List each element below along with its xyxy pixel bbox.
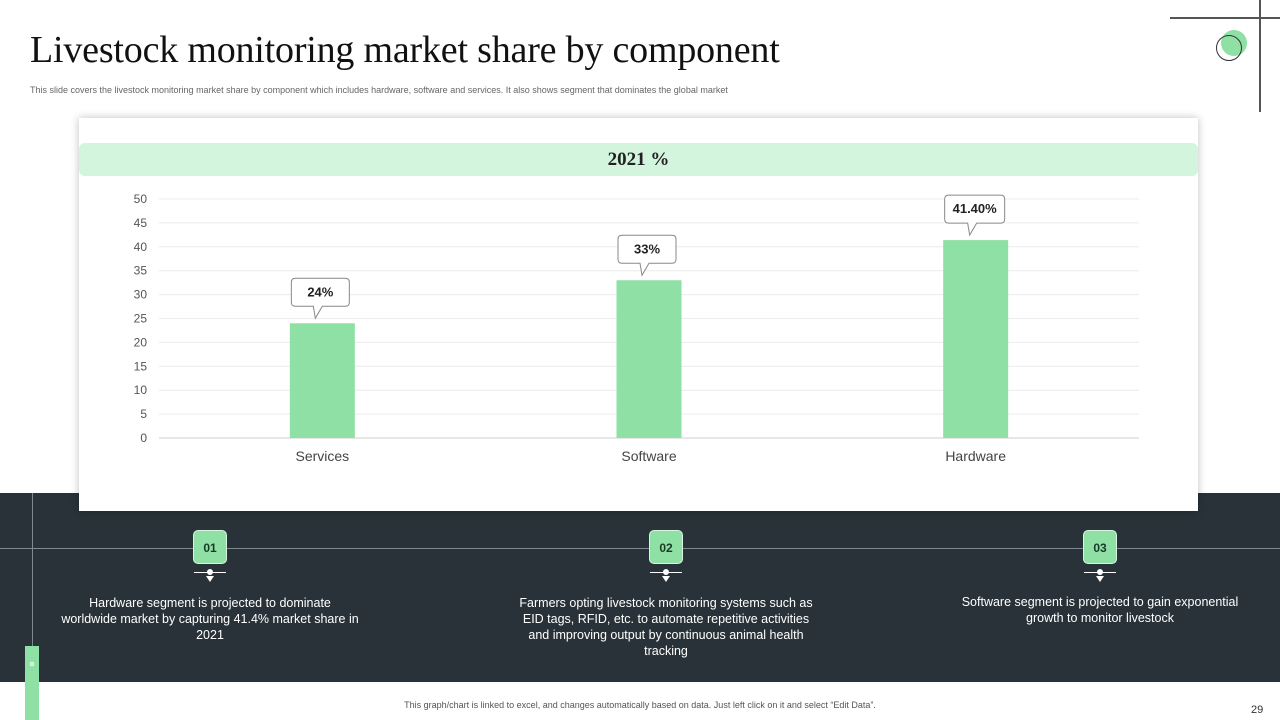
y-tick-label: 45: [134, 216, 148, 230]
pin-icon: [206, 569, 214, 582]
point-number-badge: 03: [1083, 530, 1117, 564]
point-text: Hardware segment is projected to dominat…: [61, 596, 359, 642]
data-label-callout: [290, 277, 350, 320]
slide-subtitle: This slide covers the livestock monitori…: [30, 85, 728, 95]
bar-chart[interactable]: 0 5 10 15 20 25 30 35 40 45 50 Services 24% Software 3…: [79, 178, 1198, 478]
band-divider-horizontal: [0, 548, 1280, 549]
band-divider-vertical: [32, 493, 33, 682]
data-label: 41.40%: [953, 201, 998, 216]
chart-title: 2021 %: [79, 143, 1198, 176]
bar-hardware[interactable]: [943, 240, 1009, 438]
slide-title: Livestock monitoring market share by com…: [30, 29, 780, 71]
y-tick-label: 35: [134, 264, 148, 278]
y-tick-label: 25: [134, 312, 148, 326]
data-label: 24%: [307, 284, 333, 299]
point-number-badge: 02: [649, 530, 683, 564]
y-tick-label: 15: [134, 359, 148, 373]
decorative-line-vertical: [1259, 0, 1261, 112]
data-label-callout: [944, 194, 1006, 237]
bar-software[interactable]: [616, 280, 682, 438]
x-tick-label: Hardware: [945, 448, 1006, 464]
page-number: 29: [1251, 704, 1264, 716]
y-tick-label: 5: [140, 407, 147, 421]
footer-note: This graph/chart is linked to excel, and…: [404, 700, 876, 710]
decorative-circle-outline: [1216, 35, 1242, 61]
point-text: Farmers opting livestock monitoring syst…: [519, 596, 813, 658]
y-tick-label: 0: [140, 431, 147, 445]
y-tick-label: 50: [134, 192, 148, 206]
green-accent-strip: [25, 646, 39, 720]
y-tick-label: 30: [134, 288, 148, 302]
x-tick-label: Services: [295, 448, 349, 464]
decorative-line-horizontal: [1170, 17, 1280, 19]
data-label: 33%: [634, 241, 660, 256]
y-tick-label: 10: [134, 383, 148, 397]
point-text: Software segment is projected to gain ex…: [961, 595, 1239, 625]
x-tick-label: Software: [621, 448, 676, 464]
pin-icon: [662, 569, 670, 582]
y-tick-label: 20: [134, 335, 148, 349]
chart-card[interactable]: 2021 % 0 5 10 15 20 25 30 35 40 45 50 Services 24% So…: [79, 118, 1198, 511]
y-tick-label: 40: [134, 240, 148, 254]
dark-band: [0, 493, 1280, 682]
point-number-badge: 01: [193, 530, 227, 564]
pin-icon: [1096, 569, 1104, 582]
data-label-callout: [617, 234, 677, 277]
bar-services[interactable]: [289, 323, 355, 438]
accent-dot: [30, 662, 34, 666]
